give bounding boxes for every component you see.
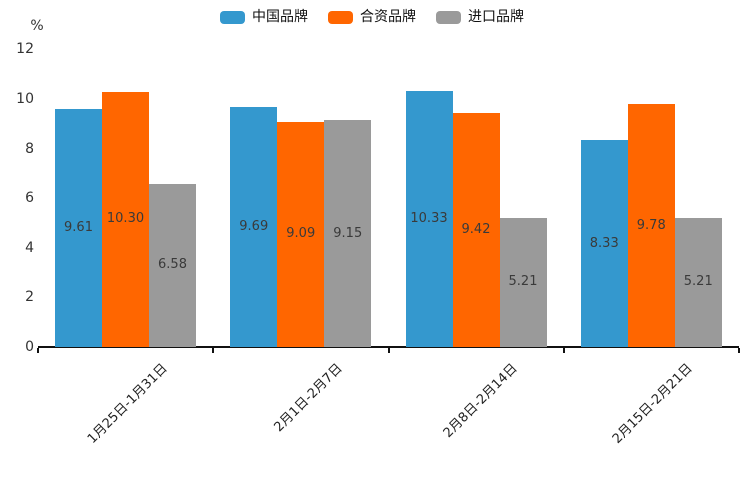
bar-imported-brand-week3[interactable] — [499, 217, 547, 347]
chart-legend: 中国品牌 合资品牌 进口品牌 — [0, 9, 744, 25]
legend-item-label: 合资品牌 — [360, 9, 416, 25]
bar-value-label: 8.33 — [589, 235, 619, 251]
x-axis-category-label: 1月25日-1月31日 — [84, 361, 171, 447]
x-axis-tick — [562, 348, 565, 353]
bar-value-label: 10.33 — [410, 210, 448, 226]
legend-item-china-brand[interactable]: 中国品牌 — [220, 9, 308, 25]
bar-china-brand-week1[interactable] — [55, 108, 102, 347]
bar-value-label: 5.21 — [508, 274, 538, 290]
y-axis-unit-label: % — [30, 18, 44, 34]
y-axis-tick-label: 12 — [16, 41, 34, 58]
bar-value-label: 9.61 — [64, 219, 93, 235]
legend-item-label: 进口品牌 — [468, 9, 524, 25]
bar-value-label: 9.15 — [333, 225, 363, 241]
legend-item-imported-brand[interactable]: 进口品牌 — [436, 9, 524, 25]
legend-swatch-icon — [328, 10, 353, 24]
y-axis-tick-label: 6 — [25, 190, 34, 207]
x-axis-tick — [738, 348, 740, 353]
y-axis-tick-label: 10 — [16, 91, 34, 107]
bar-value-label: 6.58 — [158, 257, 187, 273]
bar-value-label: 9.42 — [461, 222, 491, 238]
bar-value-label: 5.21 — [683, 274, 713, 290]
legend-swatch-icon — [436, 10, 461, 24]
bar-joint-venture-brand-week4[interactable] — [627, 104, 675, 347]
x-axis-tick — [212, 348, 215, 353]
x-axis-tick — [37, 348, 39, 353]
bar-value-label: 9.78 — [636, 217, 666, 233]
x-axis-line — [38, 346, 739, 348]
y-axis-tick-label: 2 — [25, 289, 34, 306]
y-axis-tick-label: 8 — [25, 140, 34, 157]
y-axis-tick-label: 0 — [25, 339, 34, 355]
bar-joint-venture-brand-week2[interactable] — [277, 121, 325, 347]
bar-value-label: 9.69 — [239, 218, 269, 234]
bar-imported-brand-week2[interactable] — [324, 120, 372, 347]
legend-swatch-icon — [220, 10, 245, 24]
bar-china-brand-week4[interactable] — [580, 140, 628, 347]
bar-joint-venture-brand-week3[interactable] — [452, 113, 500, 347]
bar-value-label: 10.30 — [106, 211, 145, 227]
bar-china-brand-week3[interactable] — [405, 90, 453, 347]
legend-item-label: 中国品牌 — [252, 9, 308, 25]
x-axis-tick — [387, 348, 390, 353]
bar-imported-brand-week4[interactable] — [674, 217, 722, 347]
bar-china-brand-week2[interactable] — [230, 106, 278, 347]
bar-imported-brand-week1[interactable] — [149, 183, 196, 347]
legend-item-joint-venture-brand[interactable]: 合资品牌 — [328, 9, 416, 25]
bar-joint-venture-brand-week1[interactable] — [102, 91, 149, 347]
bar-value-label: 9.09 — [286, 226, 316, 242]
y-axis-tick-label: 4 — [25, 239, 34, 256]
